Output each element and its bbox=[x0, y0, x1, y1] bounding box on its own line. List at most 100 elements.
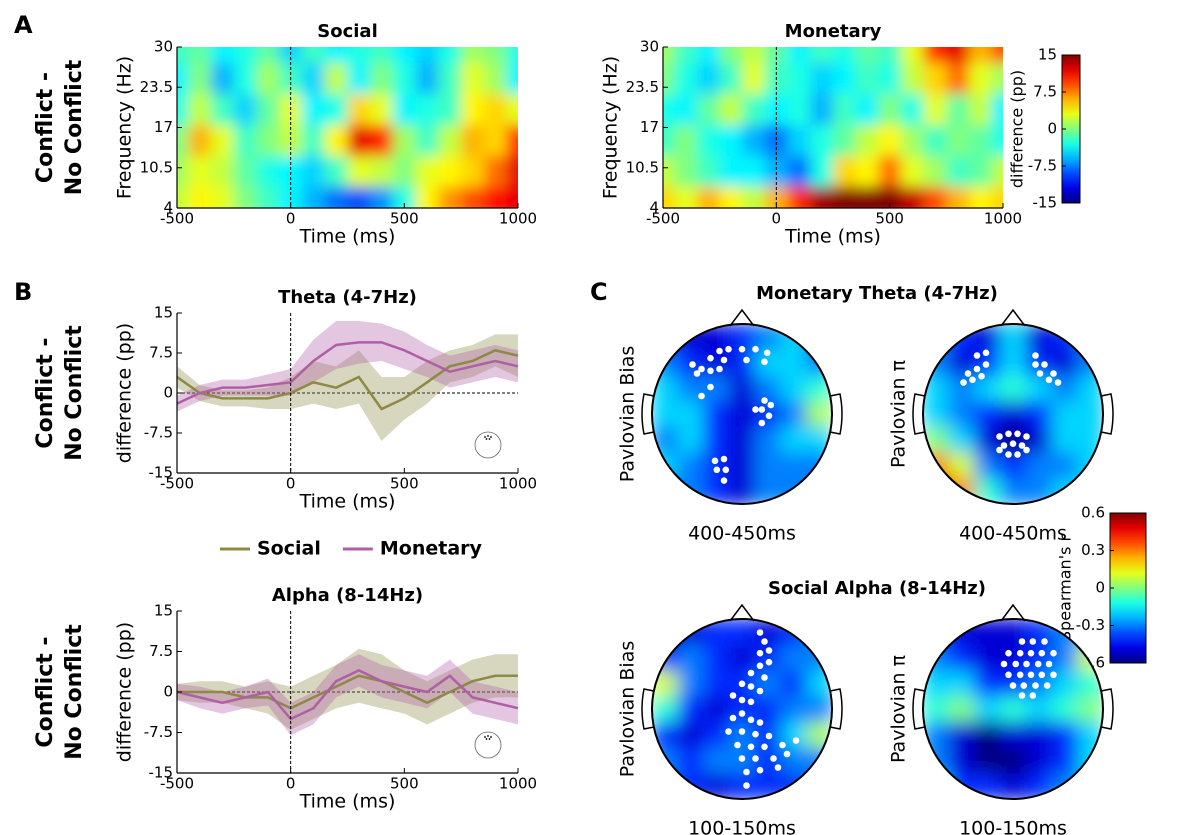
heatmap-cell bbox=[901, 62, 925, 94]
topomap-cell bbox=[1000, 696, 1027, 723]
row-label: Conflict - bbox=[33, 636, 58, 747]
heatmap-cell bbox=[324, 62, 348, 94]
topomap-cell bbox=[780, 747, 807, 774]
x-tick-label: -500 bbox=[160, 210, 194, 228]
heatmap-cell bbox=[991, 155, 1003, 187]
topomap-cell bbox=[780, 401, 807, 428]
heatmap-cell bbox=[719, 186, 743, 208]
topomap-cell bbox=[1000, 773, 1027, 799]
heatmap-cell bbox=[901, 124, 925, 156]
heatmap-cell bbox=[663, 155, 675, 187]
colorbar-tick-label: 7.5 bbox=[1033, 83, 1057, 101]
topomap-cell bbox=[703, 401, 730, 428]
head-nose bbox=[1000, 603, 1026, 622]
colorbar-tick-label: 0.3 bbox=[1081, 541, 1105, 559]
significant-electrode bbox=[1023, 660, 1030, 668]
significant-electrode bbox=[716, 347, 723, 355]
significant-electrode bbox=[1009, 682, 1017, 689]
significant-electrode bbox=[969, 376, 976, 384]
heatmap-cell bbox=[697, 155, 721, 187]
significant-electrode bbox=[734, 741, 741, 749]
y-tick-label: 30 bbox=[640, 38, 659, 56]
topomap-cell bbox=[1025, 747, 1053, 774]
y-tick-label: 23.5 bbox=[140, 78, 173, 96]
x-tick-label: 500 bbox=[390, 775, 419, 793]
heatmap-cell bbox=[833, 155, 857, 187]
heatmap-cell bbox=[392, 124, 417, 156]
significant-electrode bbox=[743, 782, 750, 789]
row-label: No Conflict bbox=[62, 59, 87, 195]
heatmap-cell bbox=[991, 186, 1003, 208]
topomap-cell bbox=[974, 670, 1001, 697]
heatmap-cell bbox=[878, 124, 902, 156]
heatmap-cell bbox=[256, 124, 280, 156]
heatmap-cell bbox=[969, 47, 993, 63]
head-icon-dot bbox=[488, 738, 491, 740]
topomap-cell bbox=[1077, 324, 1103, 351]
heatmap-cell bbox=[991, 93, 1003, 125]
head-icon-dot bbox=[490, 436, 492, 438]
heatmap-cell bbox=[810, 93, 834, 125]
topomap-cell bbox=[703, 696, 730, 723]
topomap-cell bbox=[923, 619, 950, 646]
significant-electrode bbox=[752, 730, 759, 738]
y-tick-label: 7.5 bbox=[149, 344, 173, 362]
heatmap-cell bbox=[946, 93, 970, 125]
topomap-cell bbox=[974, 644, 1001, 671]
colorbar-tick-label: -7.5 bbox=[1028, 157, 1057, 175]
heatmap-cell bbox=[370, 93, 394, 125]
topomap-cell bbox=[948, 401, 975, 428]
heatmap-cell bbox=[483, 155, 508, 187]
heatmap-cell bbox=[188, 155, 212, 187]
y-tick-label: 30 bbox=[154, 38, 173, 56]
significant-electrode bbox=[761, 397, 768, 404]
significant-electrode bbox=[761, 674, 768, 681]
heatmap-cell bbox=[302, 93, 326, 125]
heatmap-cell bbox=[483, 47, 508, 63]
head-ear bbox=[829, 688, 843, 730]
heatmap-cell bbox=[233, 93, 258, 125]
x-tick-label: 1000 bbox=[499, 775, 537, 793]
topomap-cell bbox=[780, 619, 807, 646]
heatmap-cell bbox=[415, 62, 439, 94]
significant-electrode bbox=[756, 649, 764, 657]
topomap-cell bbox=[780, 696, 807, 723]
heatmap-cell bbox=[483, 186, 508, 208]
topomap-xlabel: 100-150ms bbox=[959, 818, 1067, 835]
topomap-cell bbox=[754, 696, 782, 723]
heatmap-cell bbox=[991, 47, 1003, 63]
heatmap-cell bbox=[438, 124, 462, 156]
topomap-cell bbox=[677, 696, 704, 723]
significant-electrode bbox=[747, 698, 755, 706]
heatmap-cell bbox=[302, 124, 326, 156]
x-tick-label: 0 bbox=[286, 475, 296, 493]
heatmap bbox=[177, 47, 518, 208]
topomap-cell bbox=[780, 644, 807, 671]
topomap-cell bbox=[1000, 478, 1027, 504]
topomap-cell bbox=[729, 773, 756, 799]
heatmap-cell bbox=[787, 186, 811, 208]
topomap-cell bbox=[677, 426, 704, 454]
topomap-cell bbox=[1000, 452, 1027, 479]
topomap-cell bbox=[806, 696, 832, 723]
significant-electrode bbox=[964, 370, 972, 377]
x-axis-label: Time (ms) bbox=[299, 226, 396, 248]
x-axis-label: Time (ms) bbox=[299, 491, 396, 513]
x-tick-label: 0 bbox=[286, 210, 296, 228]
significant-electrode bbox=[770, 755, 777, 762]
heatmap-cell bbox=[663, 186, 675, 208]
significant-electrode bbox=[711, 457, 719, 465]
heatmap-cell bbox=[765, 155, 789, 187]
heatmap-cell bbox=[855, 155, 879, 187]
topomap-cell bbox=[780, 426, 807, 454]
y-tick-label: 4 bbox=[163, 199, 173, 217]
heatmap-cell bbox=[233, 62, 258, 94]
topomap-cell bbox=[948, 426, 975, 454]
significant-electrode bbox=[725, 728, 732, 735]
head-ear bbox=[912, 393, 926, 435]
heatmap-cell bbox=[177, 186, 189, 208]
significant-electrode bbox=[1032, 682, 1039, 689]
y-tick-label: 17 bbox=[640, 118, 659, 136]
heatmap-cell bbox=[188, 47, 212, 63]
heatmap-cells bbox=[663, 47, 1003, 208]
